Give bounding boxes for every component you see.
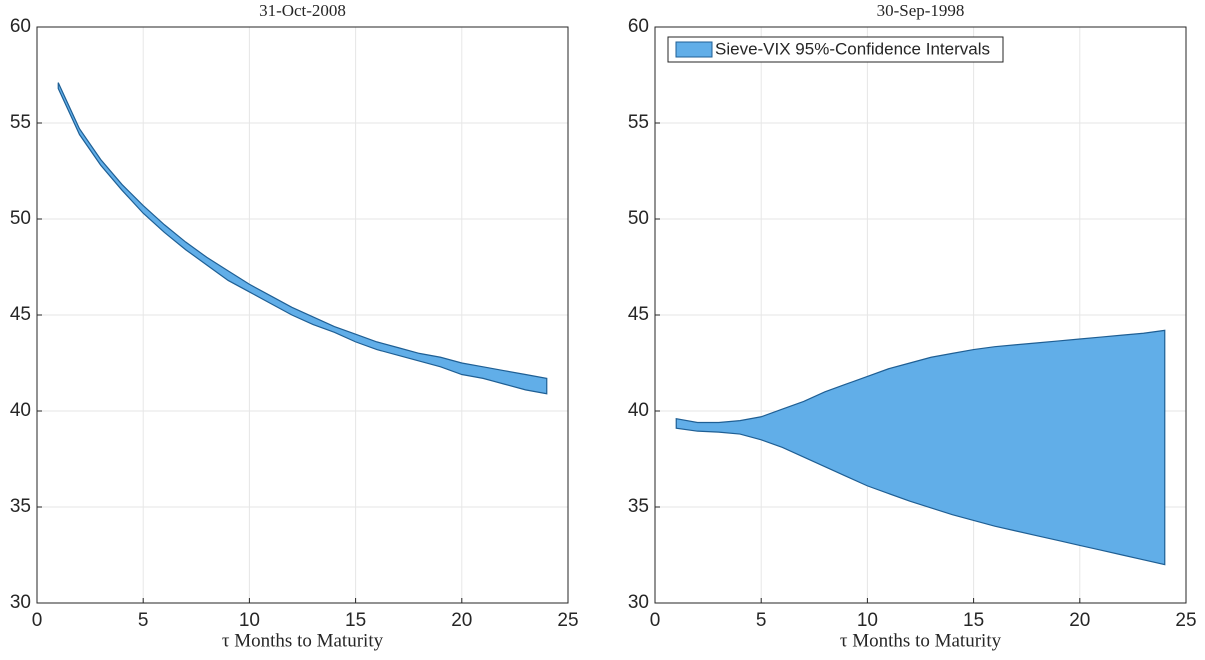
- confidence-band: [675, 329, 1166, 566]
- axes-box: [36, 26, 569, 604]
- x-tick-label: 5: [756, 610, 767, 631]
- chart-title: 30-Sep-1998: [877, 1, 965, 20]
- y-tick-label: 60: [10, 16, 31, 37]
- x-tick-label: 20: [1069, 610, 1090, 631]
- x-tick-label: 10: [239, 610, 260, 631]
- y-tick-label: 40: [10, 400, 31, 421]
- y-tick-label: 30: [628, 592, 649, 613]
- x-tick-label: 0: [32, 610, 43, 631]
- x-tick-label: 0: [650, 610, 661, 631]
- chart-title: 31-Oct-2008: [259, 1, 346, 20]
- x-tick-label: 20: [451, 610, 472, 631]
- y-tick-label: 50: [10, 208, 31, 229]
- x-tick-label: 25: [1175, 610, 1196, 631]
- y-tick-label: 35: [628, 496, 649, 517]
- confidence-band: [57, 82, 548, 395]
- y-tick-label: 45: [628, 304, 649, 325]
- x-tick-label: 25: [557, 610, 578, 631]
- x-axis-label: τ Months to Maturity: [840, 630, 1002, 651]
- x-tick-label: 15: [345, 610, 366, 631]
- legend-swatch: [675, 41, 713, 58]
- legend-label: Sieve-VIX 95%-Confidence Intervals: [715, 39, 990, 58]
- x-tick-label: 10: [857, 610, 878, 631]
- x-tick-label: 5: [138, 610, 149, 631]
- y-tick-label: 45: [10, 304, 31, 325]
- y-tick-label: 55: [628, 112, 649, 133]
- y-tick-label: 55: [10, 112, 31, 133]
- x-axis-label: τ Months to Maturity: [222, 630, 384, 651]
- y-tick-label: 30: [10, 592, 31, 613]
- x-tick-label: 15: [963, 610, 984, 631]
- y-tick-label: 35: [10, 496, 31, 517]
- y-tick-label: 40: [628, 400, 649, 421]
- y-tick-label: 60: [628, 16, 649, 37]
- legend-box: [667, 36, 1004, 63]
- axes-box: [654, 26, 1187, 604]
- y-tick-label: 50: [628, 208, 649, 229]
